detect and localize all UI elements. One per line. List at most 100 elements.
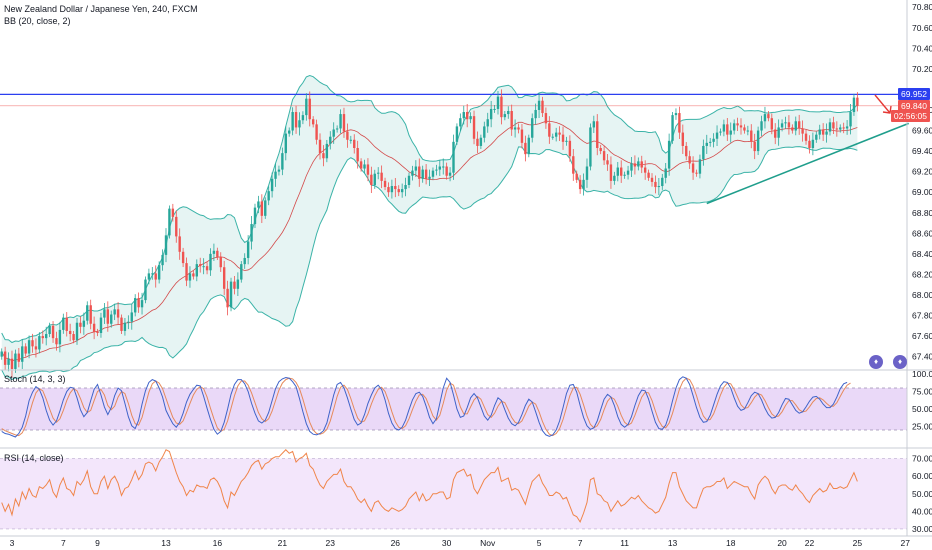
candle-body xyxy=(548,123,551,137)
candle-body xyxy=(503,114,507,118)
candle-body xyxy=(51,325,55,339)
candle-body xyxy=(455,126,459,142)
candle-body xyxy=(705,142,708,146)
candle-body xyxy=(760,121,763,131)
candle-body xyxy=(585,166,589,180)
candle-body xyxy=(746,130,750,132)
price-tick-label: 68.400 xyxy=(912,249,932,259)
alert-bell-icon[interactable]: ♦ xyxy=(869,355,883,369)
candle-body xyxy=(435,169,438,171)
candle-body xyxy=(729,130,732,135)
candle-body xyxy=(411,170,414,176)
candle-body xyxy=(561,134,565,142)
candle-body xyxy=(551,136,554,138)
candle-body xyxy=(815,134,818,140)
candle-body xyxy=(222,267,226,289)
candle-body xyxy=(226,288,229,308)
candle-body xyxy=(55,338,58,345)
time-tick-label: 16 xyxy=(213,538,223,548)
candle-body xyxy=(151,273,154,275)
candle-body xyxy=(147,273,151,280)
candle-body xyxy=(667,140,671,169)
candle-body xyxy=(380,172,383,181)
candle-body xyxy=(609,164,613,181)
candle-body xyxy=(157,265,161,280)
candle-body xyxy=(99,317,103,333)
candle-body xyxy=(342,114,346,132)
candle-body xyxy=(640,161,643,168)
candle-body xyxy=(311,119,315,125)
candle-body xyxy=(722,124,726,132)
candle-body xyxy=(808,140,811,148)
candle-body xyxy=(154,273,157,280)
candle-body xyxy=(544,113,548,124)
candle-body xyxy=(459,118,462,127)
candle-body xyxy=(349,139,353,141)
candle-body xyxy=(489,108,493,120)
candle-body xyxy=(181,251,185,264)
candle-body xyxy=(216,250,219,257)
candle-body xyxy=(82,320,86,327)
candle-body xyxy=(390,186,394,193)
candle-body xyxy=(7,358,10,365)
candle-body xyxy=(821,129,825,135)
price-tick-label: 68.000 xyxy=(912,290,932,300)
candle-body xyxy=(164,235,168,255)
candle-body xyxy=(144,279,147,301)
candle-body xyxy=(414,166,418,171)
time-tick-label: 7 xyxy=(61,538,66,548)
symbol-title[interactable]: New Zealand Dollar / Japanese Yen, 240, … xyxy=(4,4,198,14)
candle-body xyxy=(370,174,373,185)
time-tick-label: 23 xyxy=(326,538,336,548)
price-tick-label: 69.600 xyxy=(912,126,932,136)
candle-body xyxy=(842,127,845,129)
bb-indicator-label[interactable]: BB (20, close, 2) xyxy=(4,16,71,26)
time-tick-label: 18 xyxy=(726,538,736,548)
candle-body xyxy=(195,264,198,277)
alert-bell-icon[interactable]: ♦ xyxy=(893,355,907,369)
candle-body xyxy=(404,185,407,190)
candle-body xyxy=(34,346,38,350)
candle-body xyxy=(777,127,780,138)
candle-body xyxy=(281,153,284,170)
main-price-pane xyxy=(0,75,910,381)
candle-body xyxy=(606,160,609,165)
candle-body xyxy=(264,200,267,216)
candle-body xyxy=(476,138,479,146)
candle-body xyxy=(613,175,616,181)
candle-body xyxy=(691,163,695,173)
price-tick-label: 67.800 xyxy=(912,311,932,321)
candle-body xyxy=(72,334,75,341)
candle-body xyxy=(832,122,835,129)
candle-body xyxy=(298,120,301,128)
candle-body xyxy=(305,98,308,116)
candle-body xyxy=(442,166,445,168)
rsi-band xyxy=(0,458,907,529)
candle-body xyxy=(106,309,110,324)
candle-body xyxy=(674,113,678,116)
candle-body xyxy=(373,173,376,185)
candle-body xyxy=(332,129,335,137)
candle-body xyxy=(517,127,520,130)
rsi-indicator-label[interactable]: RSI (14, close) xyxy=(4,453,64,463)
candle-body xyxy=(387,187,390,193)
candle-body xyxy=(685,145,688,157)
bb-lower-band xyxy=(1,146,858,381)
candle-body xyxy=(527,137,530,155)
candle-body xyxy=(161,254,164,266)
candle-body xyxy=(14,353,17,369)
candle-body xyxy=(356,148,359,162)
price-tick-label: 68.200 xyxy=(912,269,932,279)
stoch-indicator-label[interactable]: Stoch (14, 3, 3) xyxy=(4,374,66,384)
stoch-tick-label: 25.00 xyxy=(912,422,932,432)
candle-body xyxy=(616,167,619,176)
time-tick-label: 25 xyxy=(853,538,863,548)
candle-body xyxy=(308,98,311,120)
candle-body xyxy=(709,141,712,143)
candle-body xyxy=(695,172,698,174)
candle-body xyxy=(507,111,510,115)
countdown-tag: 02:56:05 xyxy=(890,109,930,122)
candle-body xyxy=(671,115,674,141)
candle-body xyxy=(654,181,657,188)
